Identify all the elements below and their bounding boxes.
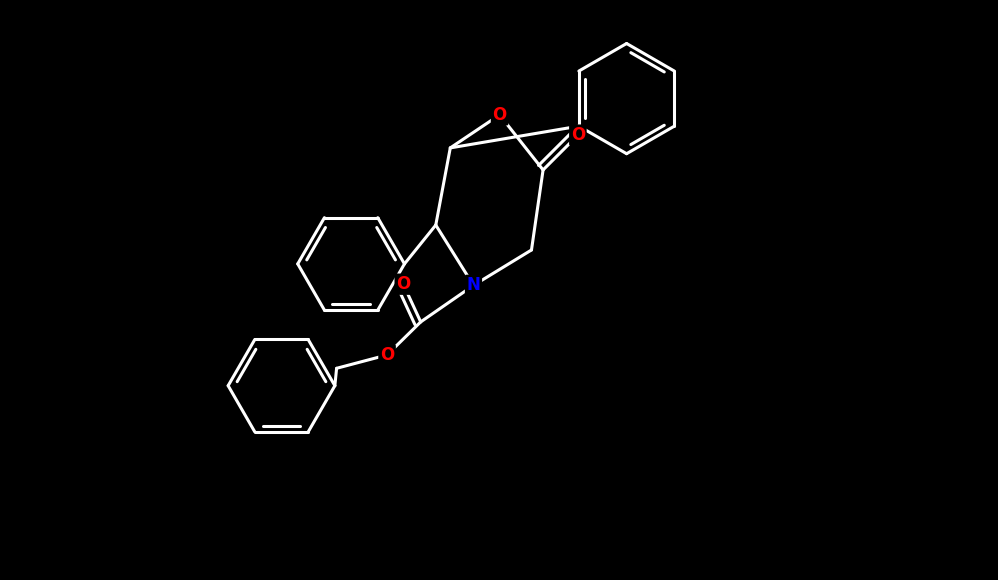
Text: O: O (380, 346, 394, 364)
Text: O: O (492, 106, 507, 124)
Text: O: O (571, 126, 585, 144)
Text: N: N (466, 276, 480, 295)
Text: O: O (396, 275, 410, 293)
